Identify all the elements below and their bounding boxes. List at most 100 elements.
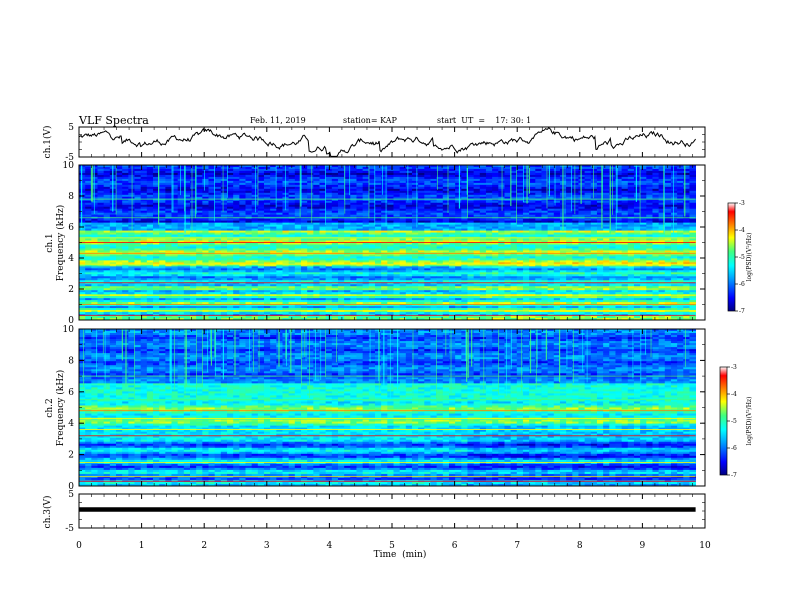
spectrogram-cell [393,170,401,174]
spectrogram-cell [362,170,370,174]
spectrogram-cell [683,170,690,174]
spectrogram-cell [633,194,641,198]
spectrogram-cell [183,190,191,194]
spectrogram-cell [196,190,203,194]
spectrogram-cell [596,192,604,196]
spectrogram-cell [344,194,351,198]
spectrogram-cell [85,190,92,194]
spectrogram-cell [220,182,228,186]
spectrogram-cell [294,166,302,170]
spectrogram-cell [103,186,111,190]
spectrogram-cell [436,224,444,228]
spectrogram-cell [196,178,203,182]
spectrogram-cell [411,202,419,206]
spectrogram-cell [424,232,431,235]
spectrogram-cell [146,212,154,216]
spectrogram-cell [387,165,394,168]
spectrogram-cell [183,178,191,182]
spectrogram-cell [498,220,505,224]
spectrogram-cell [461,210,468,214]
spectrogram-cell [122,206,129,210]
spectrogram-cell [122,214,129,218]
spectrogram-cell [208,234,216,237]
spectrogram-cell [140,165,148,168]
spectrogram-cell [97,172,105,176]
spectrogram-cell [510,186,518,190]
spectrogram-cell [529,210,536,214]
spectrogram-cell [368,202,376,206]
spectrogram-cell [492,168,499,172]
spectrogram-cell [578,166,586,170]
spectrogram-cell [504,190,512,194]
spectrogram-cell [251,212,259,216]
spectrogram-cell [319,178,327,182]
spectrogram-cell [79,178,86,182]
spectrogram-cell [337,212,345,216]
spectrogram-cell [183,188,191,192]
spectrogram-cell [233,210,240,214]
spectrogram-cell [578,206,586,210]
spectrogram-cell [313,180,320,184]
spectrogram-cell [646,178,653,182]
spectrogram-cell [159,186,166,190]
spectrogram-cell [689,228,697,231]
spectrogram-cell [418,206,425,210]
spectrogram-cell [547,222,555,226]
spectrogram-cell [436,180,444,184]
spectrogram-cell [356,202,364,206]
spectrogram-cell [79,226,86,229]
spectrogram-cell [245,165,253,168]
spectrogram-cell [171,222,179,226]
spectrogram-cell [473,190,481,194]
spectrogram-cell [399,194,407,198]
spectrogram-cell [381,232,388,235]
spectrogram-cell [553,182,561,186]
spectrogram-cell [362,218,370,222]
spectrogram-cell [418,202,425,206]
spectrogram-cell [646,194,653,198]
spectrogram-cell [202,212,209,216]
spectrogram-cell [566,180,573,184]
spectrogram-cell [566,228,573,231]
spectrogram-cell [405,196,413,200]
spectrogram-cell [79,170,86,174]
spectrogram-cell [79,184,86,188]
spectrogram-cell [233,204,240,208]
spectrogram-cell [393,184,401,188]
spectrogram-cell [627,174,635,178]
spectrogram-cell [510,232,518,235]
spectrogram-cell [300,180,308,184]
spectrogram-cell [300,220,308,224]
spectrogram-cell [270,218,277,222]
spectrogram-cell [294,168,302,172]
spectrogram-cell [239,190,246,194]
spectrogram-cell [621,230,629,233]
spectrogram-cell [590,202,598,206]
spectrogram-cell [344,232,351,235]
spectrogram-cell [122,218,129,222]
spectrogram-cell [189,214,197,218]
spectrogram-cell [658,232,666,235]
spectrogram-cell [368,170,376,174]
spectrogram-cell [233,174,240,178]
spectrogram-cell [128,186,135,190]
spectrogram-cell [233,170,240,174]
spectrogram-cell [183,198,191,202]
spectrogram-cell [658,198,666,202]
spectrogram-cell [578,182,586,186]
spectrogram-cell [325,182,333,186]
spectrogram-cell [350,165,357,168]
spectrogram-cell [103,192,111,196]
spectrogram-cell [535,224,542,228]
spectrogram-cell [664,226,672,229]
spectrogram-cell [344,206,351,210]
spectrogram-cell [103,220,111,224]
spectrogram-cell [146,224,154,228]
spectrogram-cell [356,184,364,188]
spectrogram-cell [208,218,216,222]
spectrogram-cell [596,165,604,168]
spectrogram-cell [152,170,160,174]
spectrogram-cell [479,182,487,186]
spectrogram-cell [436,230,444,233]
spectrogram-cell [689,230,697,233]
